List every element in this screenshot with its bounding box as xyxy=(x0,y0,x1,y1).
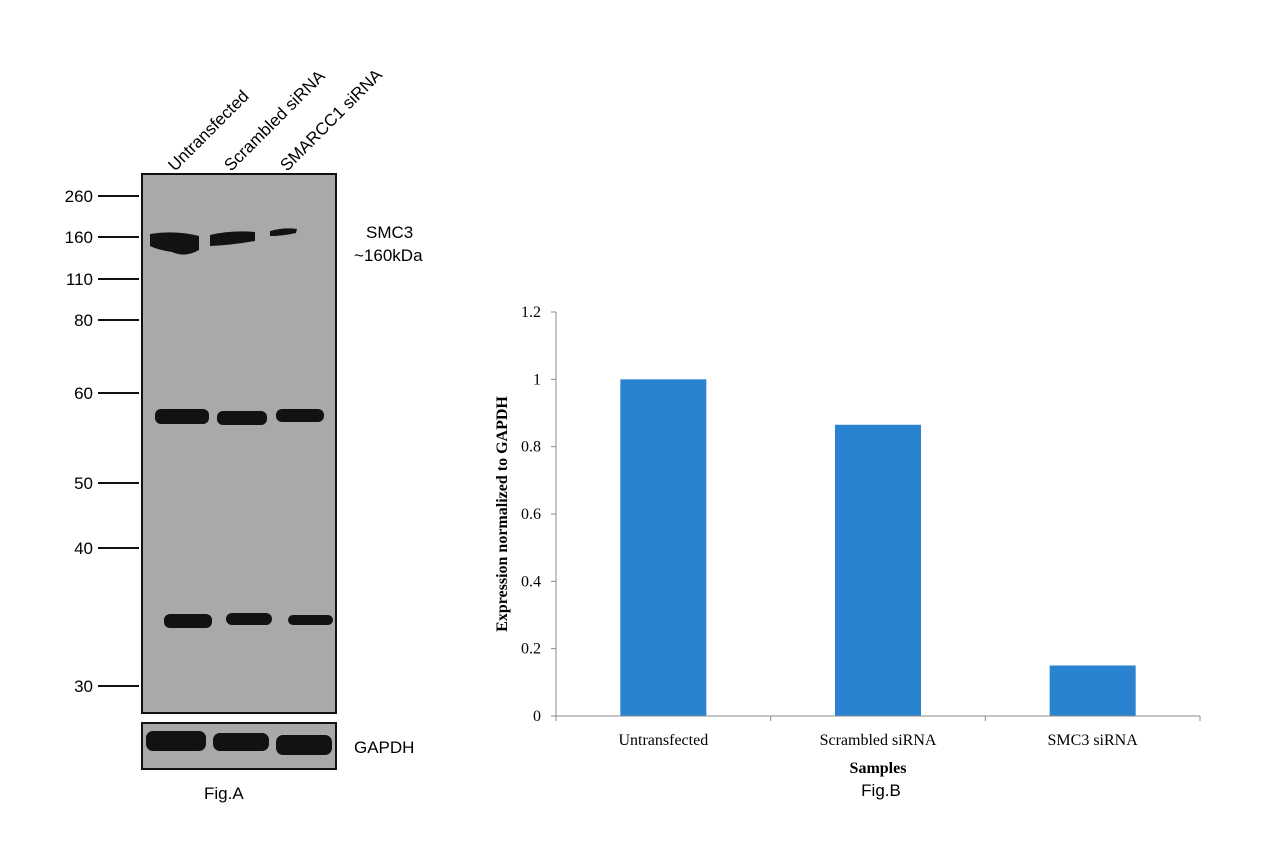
marker-label: 260 xyxy=(65,187,93,206)
marker-label: 160 xyxy=(65,228,93,247)
band-mid-lane3 xyxy=(276,409,324,422)
caption-fig-a: Fig.A xyxy=(204,784,244,803)
y-tick-label: 0 xyxy=(533,708,541,725)
band-gapdh-lane1 xyxy=(146,731,206,751)
bar xyxy=(1049,665,1136,716)
y-tick-label: 0.4 xyxy=(521,573,541,590)
band-smc3-lane1 xyxy=(150,232,199,255)
lane-label: Scrambled siRNA xyxy=(220,66,329,175)
y-axis-title: Expression normalized to GAPDH xyxy=(494,396,511,632)
marker-ladder: 260 160 110 80 60 50 40 30 xyxy=(65,187,139,696)
target-label: SMC3 xyxy=(366,223,413,242)
y-tick-label: 0.8 xyxy=(521,439,541,456)
band-low-lane2 xyxy=(226,613,272,625)
loading-control-label: GAPDH xyxy=(354,738,414,757)
band-low-lane1 xyxy=(164,614,212,628)
y-tick-label: 0.2 xyxy=(521,641,541,658)
band-gapdh-lane3 xyxy=(276,735,332,755)
x-tick-label: SMC3 siRNA xyxy=(1048,732,1139,749)
marker-label: 80 xyxy=(74,311,93,330)
bar xyxy=(835,424,921,716)
x-tick-label: Scrambled siRNA xyxy=(820,732,937,749)
marker-label: 30 xyxy=(74,677,93,696)
blot-main-panel xyxy=(141,173,337,714)
bar xyxy=(620,379,707,716)
y-tick-label: 1 xyxy=(533,371,541,388)
lane-label: SMARCC1 siRNA xyxy=(276,65,386,175)
band-low-lane3 xyxy=(288,615,333,625)
marker-label: 60 xyxy=(74,384,93,403)
band-smc3-lane2 xyxy=(210,231,255,246)
y-tick-label: 1.2 xyxy=(521,304,541,321)
x-tick-label: Untransfected xyxy=(618,732,708,749)
marker-label: 50 xyxy=(74,474,93,493)
caption-fig-b: Fig.B xyxy=(861,781,901,800)
band-gapdh-lane2 xyxy=(213,733,269,751)
y-tick-label: 0.6 xyxy=(521,506,541,523)
band-smc3-lane3 xyxy=(270,228,297,236)
bands xyxy=(146,228,333,755)
band-mid-lane1 xyxy=(155,409,209,424)
target-size: ~160kDa xyxy=(354,246,423,265)
bar-chart: 0 0.2 0.4 0.6 0.8 1 1.2 Untransfected Scrambled… xyxy=(494,304,1201,800)
marker-label: 110 xyxy=(66,270,93,289)
x-axis-title: Samples xyxy=(850,760,907,777)
band-mid-lane2 xyxy=(217,411,267,425)
western-blot: Untransfected Scrambled siRNA SMARCC1 si… xyxy=(65,65,423,803)
marker-label: 40 xyxy=(74,539,93,558)
